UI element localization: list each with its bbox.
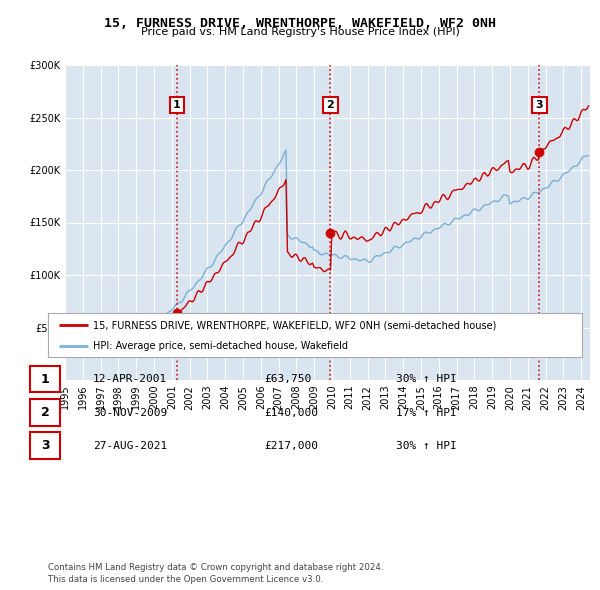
Text: 15, FURNESS DRIVE, WRENTHORPE, WAKEFIELD, WF2 0NH (semi-detached house): 15, FURNESS DRIVE, WRENTHORPE, WAKEFIELD… [94,320,497,330]
Text: 17% ↑ HPI: 17% ↑ HPI [396,408,457,418]
Text: 1: 1 [173,100,181,110]
Bar [177,65,331,380]
Text: 1: 1 [41,372,49,386]
Bar [539,65,590,380]
Text: 30-NOV-2009: 30-NOV-2009 [93,408,167,418]
Text: This data is licensed under the Open Government Licence v3.0.: This data is licensed under the Open Gov… [48,575,323,584]
Text: 12-APR-2001: 12-APR-2001 [93,374,167,384]
Text: Price paid vs. HM Land Registry's House Price Index (HPI): Price paid vs. HM Land Registry's House … [140,27,460,37]
Text: 2: 2 [326,100,334,110]
Bar [331,65,539,380]
Text: 30% ↑ HPI: 30% ↑ HPI [396,441,457,451]
Text: HPI: Average price, semi-detached house, Wakefield: HPI: Average price, semi-detached house,… [94,341,349,351]
Text: 30% ↑ HPI: 30% ↑ HPI [396,374,457,384]
Text: £217,000: £217,000 [264,441,318,451]
Bar [65,65,177,380]
Text: £63,750: £63,750 [264,374,311,384]
Text: Contains HM Land Registry data © Crown copyright and database right 2024.: Contains HM Land Registry data © Crown c… [48,563,383,572]
Text: 3: 3 [536,100,543,110]
Text: £140,000: £140,000 [264,408,318,418]
Text: 15, FURNESS DRIVE, WRENTHORPE, WAKEFIELD, WF2 0NH: 15, FURNESS DRIVE, WRENTHORPE, WAKEFIELD… [104,17,496,30]
Text: 27-AUG-2021: 27-AUG-2021 [93,441,167,451]
Text: 3: 3 [41,439,49,453]
Text: 2: 2 [41,406,49,419]
